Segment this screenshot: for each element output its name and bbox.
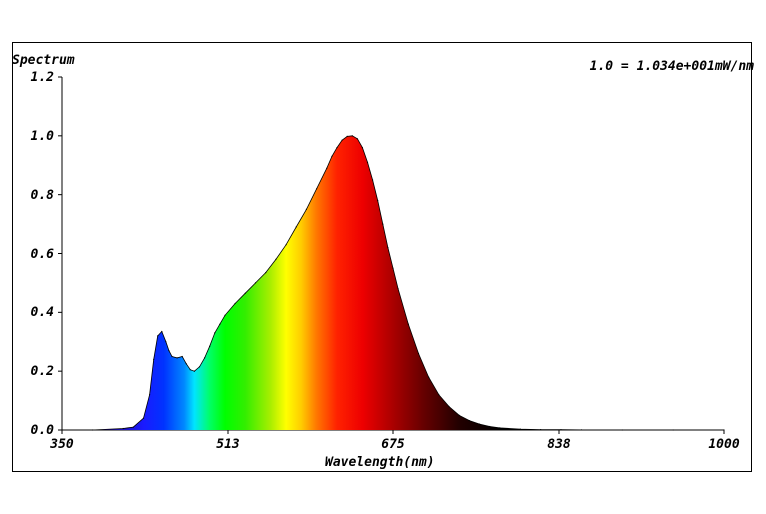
spectrum-point xyxy=(499,427,501,429)
x-tick-label: 513 xyxy=(216,437,240,452)
spectrum-point xyxy=(244,292,246,294)
spectrum-point xyxy=(149,394,151,396)
spectrum-point xyxy=(61,429,63,431)
chart-title: Spectrum xyxy=(12,53,75,68)
spectrum-point xyxy=(428,376,430,378)
spectrum-area xyxy=(62,135,724,431)
spectrum-point xyxy=(356,138,358,140)
spectrum-point xyxy=(122,427,124,430)
spectrum-point xyxy=(448,405,450,408)
spectrum-point xyxy=(672,429,674,431)
spectrum-point xyxy=(157,335,159,337)
spectrum-point xyxy=(468,420,470,422)
spectrum-point xyxy=(621,429,623,431)
x-tick-label: 675 xyxy=(381,437,405,452)
spectrum-point xyxy=(265,272,267,274)
spectrum-point xyxy=(142,417,145,419)
x-tick-label: 350 xyxy=(50,437,74,452)
y-tick-label: 0.2 xyxy=(30,364,54,380)
spectrum-point xyxy=(392,267,394,269)
spectrum-point xyxy=(295,226,297,228)
spectrum-point xyxy=(387,247,389,249)
spectrum-point xyxy=(219,323,221,325)
spectrum-point xyxy=(519,428,521,430)
spectrum-point xyxy=(382,223,384,225)
spectrum-point xyxy=(171,355,173,358)
y-tick-label: 0.4 xyxy=(30,305,54,321)
spectrum-point xyxy=(361,147,363,149)
spectrum-point xyxy=(316,188,318,190)
spectrum-point xyxy=(234,302,236,305)
y-tick-label: 0.8 xyxy=(30,187,54,203)
y-tick-label: 0.6 xyxy=(30,246,54,262)
spectrum-point xyxy=(204,357,206,359)
spectrum-point xyxy=(540,429,542,431)
spectrum-point xyxy=(438,394,440,396)
spectrum-point xyxy=(198,366,201,368)
spectrum-point xyxy=(351,135,353,137)
spectrum-point xyxy=(305,208,307,210)
spectrum-point xyxy=(153,358,155,360)
spectrum-point xyxy=(489,425,491,428)
spectrum-point xyxy=(285,244,287,246)
spectrum-point xyxy=(275,258,277,260)
x-tick-label: 838 xyxy=(547,437,571,452)
spectrum-point xyxy=(132,426,134,428)
spectrum-point xyxy=(193,370,195,372)
spectrum-point xyxy=(326,167,328,169)
spectrum-point xyxy=(723,429,725,431)
spectrum-point xyxy=(176,357,178,359)
spectrum-point xyxy=(397,288,399,290)
spectrum-point xyxy=(341,139,343,141)
x-tick-label: 1000 xyxy=(708,437,740,452)
spectrum-point xyxy=(224,314,226,316)
spectrum-line xyxy=(62,135,724,431)
y-tick-label: 1.2 xyxy=(30,70,54,85)
scale-annotation: 1.0 = 1.034e+001mW/nm xyxy=(589,59,754,74)
spectrum-point xyxy=(168,350,170,352)
spectrum-point xyxy=(372,179,374,181)
spectrum-point xyxy=(366,161,369,163)
spectrum-point xyxy=(214,332,216,334)
spectrum-point xyxy=(346,135,348,137)
y-tick-label: 1.0 xyxy=(30,128,54,144)
spectrum-point xyxy=(165,341,167,343)
spectrum-point xyxy=(479,423,481,425)
spectrum-point xyxy=(580,429,583,431)
spectrum-point xyxy=(92,429,94,431)
spectrum-point xyxy=(189,369,191,371)
spectrum-point xyxy=(161,330,163,333)
spectrum-point xyxy=(209,345,211,347)
spectrum-point xyxy=(407,323,409,325)
spectrum-point xyxy=(254,282,257,284)
spectrum-point xyxy=(458,414,460,416)
spectrum-point xyxy=(377,199,379,202)
x-axis-label: Wavelength(nm) xyxy=(325,455,435,470)
spectrum-point xyxy=(185,363,187,365)
spectrum-point xyxy=(336,147,338,149)
spectrum-point xyxy=(181,355,183,358)
spectrum-point xyxy=(417,352,420,355)
spectrum-point xyxy=(560,429,562,431)
spectrum-point xyxy=(331,155,333,157)
y-tick-label: 0.0 xyxy=(30,423,54,438)
